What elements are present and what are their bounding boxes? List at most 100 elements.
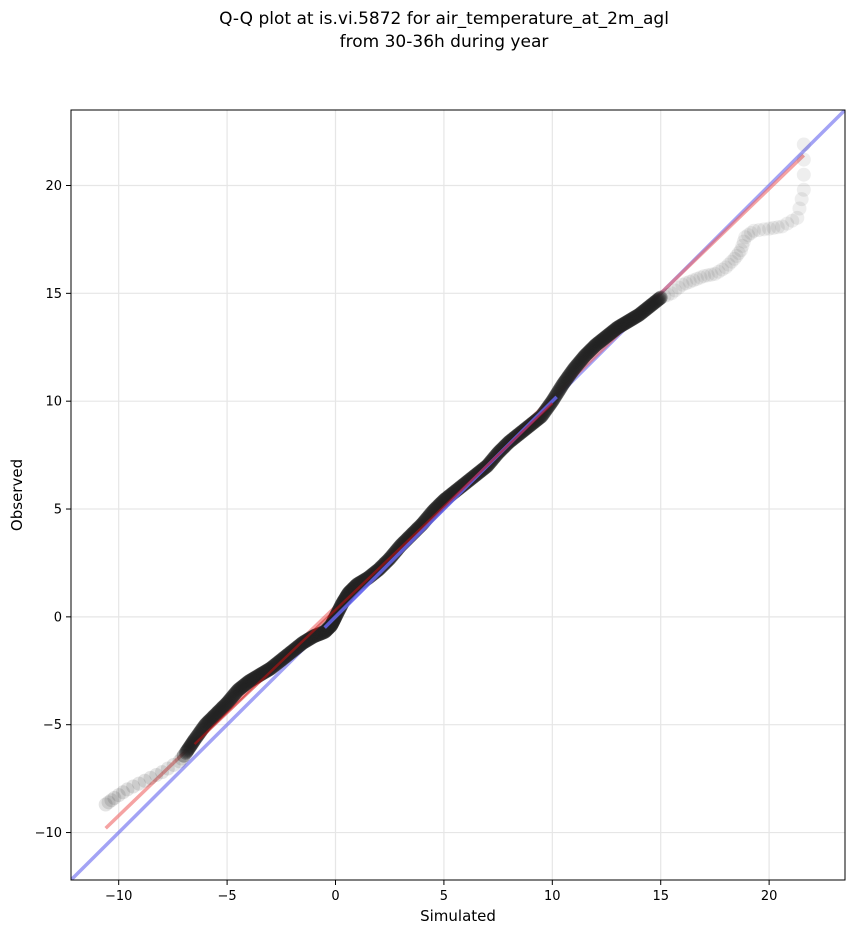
- qq-point: [324, 617, 339, 632]
- qq-point: [107, 791, 122, 806]
- qq-point: [721, 257, 736, 272]
- qq-point: [583, 343, 598, 358]
- qq-point: [265, 660, 280, 675]
- qq-point: [324, 617, 339, 632]
- x-tick-label: 10: [544, 889, 561, 904]
- qq-point: [172, 754, 187, 769]
- qq-point: [233, 681, 248, 696]
- qq-point: [638, 302, 653, 317]
- qq-point: [552, 382, 567, 397]
- qq-point: [461, 473, 476, 488]
- qq-point: [313, 626, 328, 641]
- qq-point: [591, 335, 606, 350]
- qq-point: [143, 770, 158, 785]
- qq-point: [323, 619, 338, 634]
- qq-point: [345, 581, 360, 596]
- qq-point: [176, 748, 191, 763]
- qq-point: [668, 283, 683, 298]
- qq-point: [318, 623, 333, 638]
- qq-point: [319, 622, 334, 637]
- qq-point: [111, 788, 126, 803]
- qq-point: [554, 379, 569, 394]
- qq-point: [325, 615, 340, 630]
- qq-point: [263, 661, 278, 676]
- qq-point: [209, 706, 224, 721]
- fit-line: [104, 154, 806, 830]
- qq-point: [183, 739, 198, 754]
- qq-point: [332, 602, 347, 617]
- qq-point: [563, 366, 578, 381]
- qq-point: [565, 364, 580, 379]
- qq-point: [637, 303, 652, 318]
- qq-point: [180, 743, 195, 758]
- qq-point: [675, 277, 690, 292]
- qq-point: [607, 323, 622, 337]
- qq-point: [635, 305, 650, 320]
- qq-point: [230, 684, 245, 699]
- qq-point: [231, 682, 246, 697]
- qq-point: [570, 357, 585, 372]
- qq-point: [221, 695, 236, 710]
- ticks-layer: −10 −5 0 5 10 15 20 −10 −5 0 5 10 15 20: [35, 179, 778, 904]
- qq-point: [613, 319, 628, 334]
- qq-point: [697, 269, 712, 284]
- qq-point: [590, 336, 605, 351]
- qq-point: [603, 326, 618, 341]
- qq-point: [559, 371, 574, 386]
- qq-point: [566, 363, 581, 378]
- qq-point: [584, 342, 599, 357]
- qq-point: [215, 700, 230, 715]
- qq-point: [780, 216, 795, 231]
- qq-point: [258, 664, 273, 679]
- qq-point: [770, 220, 785, 235]
- qq-point: [609, 321, 624, 336]
- qq-point: [297, 634, 312, 649]
- qq-point: [463, 472, 478, 487]
- qq-point: [573, 354, 588, 369]
- qq-point: [642, 299, 657, 314]
- qq-point: [762, 221, 777, 236]
- qq-point: [219, 697, 234, 712]
- y-tick-label: 20: [45, 179, 62, 194]
- qq-point: [201, 715, 216, 730]
- qq-point: [561, 369, 576, 384]
- qq-point: [270, 655, 285, 670]
- qq-point: [220, 696, 235, 711]
- qq-point: [585, 340, 600, 355]
- qq-point: [625, 311, 640, 326]
- qq-point: [182, 740, 197, 755]
- qq-point: [641, 300, 656, 315]
- qq-point: [645, 297, 660, 312]
- qq-point: [620, 314, 635, 329]
- qq-point: [325, 614, 340, 629]
- qq-point: [647, 295, 662, 310]
- qq-point: [574, 353, 589, 368]
- qq-point: [558, 373, 573, 388]
- qq-point: [211, 705, 226, 720]
- qq-point: [595, 332, 610, 347]
- qq-point: [214, 701, 229, 716]
- qq-point: [155, 765, 170, 780]
- qq-point: [166, 757, 181, 772]
- qq-point: [351, 576, 366, 591]
- qq-point: [351, 576, 366, 591]
- qq-point: [203, 712, 218, 727]
- qq-point: [331, 603, 346, 618]
- qq-point: [636, 304, 651, 319]
- qq-point: [624, 312, 639, 327]
- qq-point: [319, 623, 334, 638]
- qq-point: [245, 672, 260, 687]
- qq-point: [464, 471, 479, 486]
- qq-point: [348, 578, 363, 593]
- qq-point: [610, 320, 625, 335]
- qq-point: [320, 621, 335, 636]
- points-layer: [98, 137, 811, 812]
- qq-point: [794, 192, 809, 207]
- qq-point: [459, 475, 474, 490]
- qq-point: [530, 412, 545, 427]
- qq-point: [576, 351, 591, 366]
- qq-point: [228, 686, 243, 701]
- qq-point: [741, 228, 756, 243]
- qq-point: [575, 352, 590, 367]
- qq-point: [632, 307, 647, 322]
